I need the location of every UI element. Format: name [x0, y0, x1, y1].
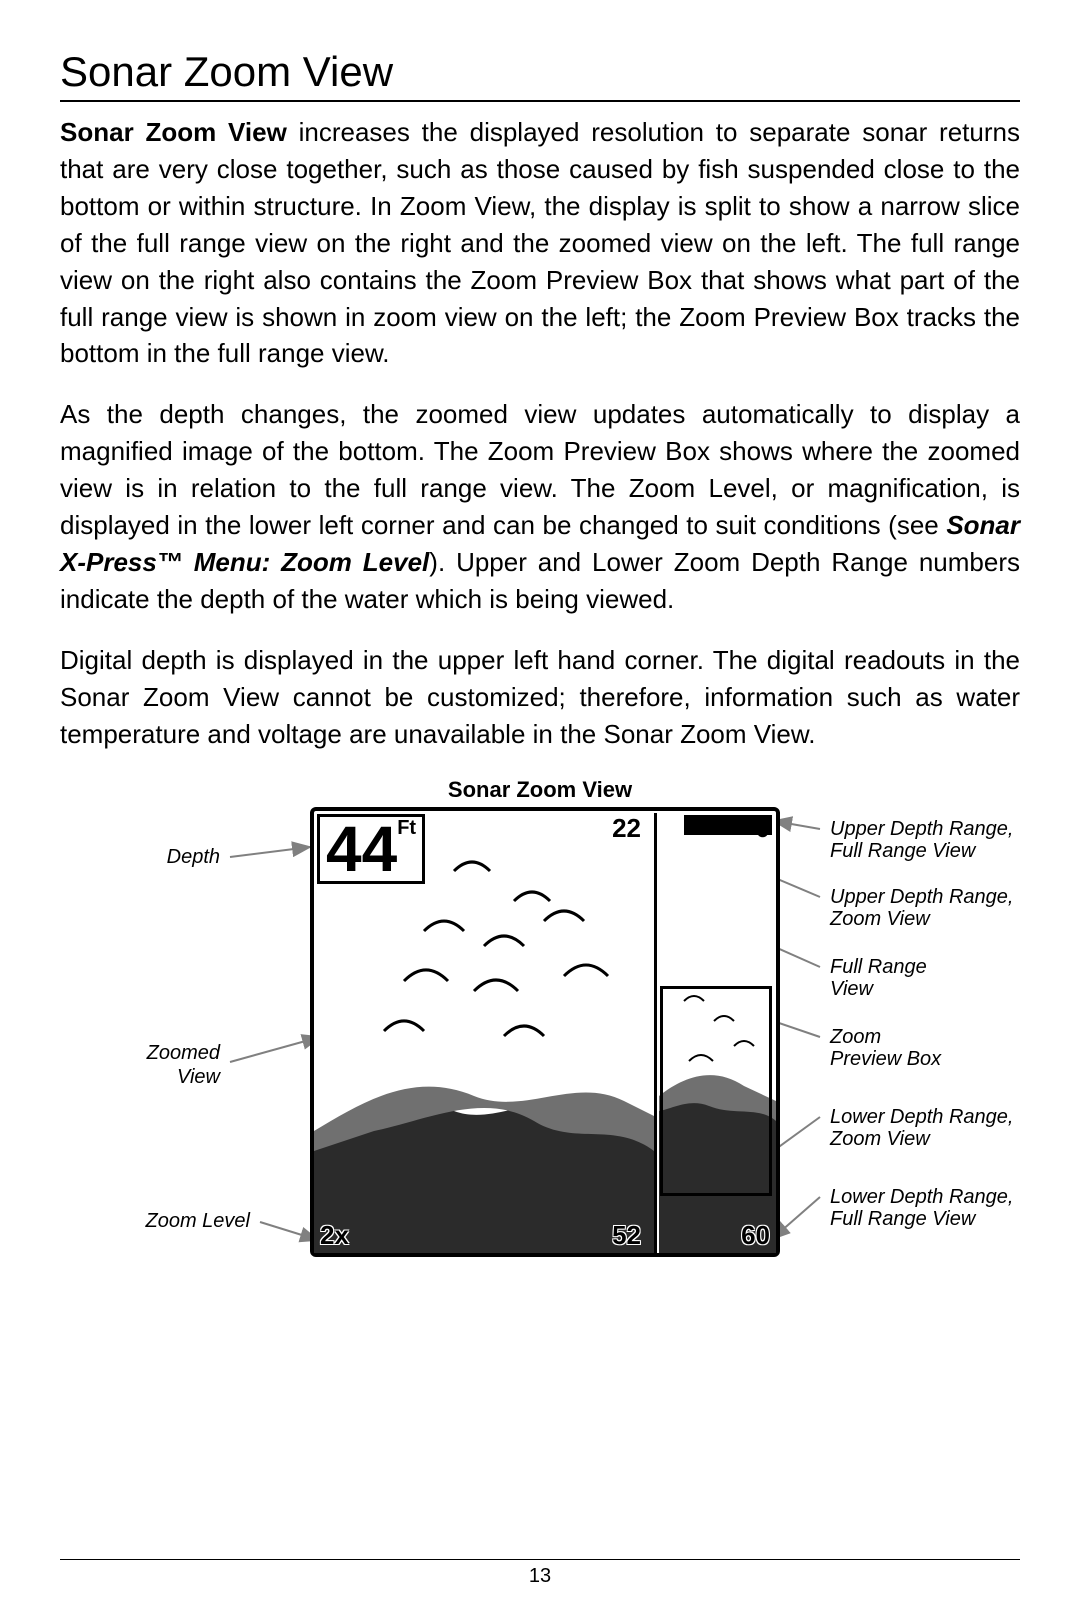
page-title: Sonar Zoom View	[60, 48, 1020, 102]
ann-zoom-level: Zoom Level	[100, 1209, 250, 1233]
paragraph-3: Digital depth is displayed in the upper …	[60, 642, 1020, 753]
ann-r4a: Zoom	[830, 1025, 881, 1049]
lower-full-range: 60	[741, 1220, 770, 1251]
upper-zoom-range: 22	[612, 813, 641, 844]
ann-r5b: Zoom View	[830, 1127, 930, 1151]
p1-body: increases the displayed resolution to se…	[60, 117, 1020, 368]
zoom-preview-box	[660, 986, 772, 1196]
ann-zoomed-2: View	[100, 1065, 220, 1089]
figure-caption: Sonar Zoom View	[60, 777, 1020, 803]
sonar-display: 44Ft 22 0 52 60 2x	[310, 807, 780, 1257]
ann-r2a: Upper Depth Range,	[830, 885, 1013, 909]
figure-container: Sonar Zoom View Depth Zoomed View Zoom L…	[60, 777, 1020, 1297]
p1-lead: Sonar Zoom View	[60, 117, 287, 147]
footer-rule	[60, 1559, 1020, 1560]
depth-readout: 44Ft	[317, 814, 425, 884]
lower-zoom-range: 52	[612, 1220, 641, 1251]
ann-r1b: Full Range View	[830, 839, 975, 863]
ann-depth: Depth	[100, 845, 220, 869]
p2-a: As the depth changes, the zoomed view up…	[60, 399, 1020, 540]
ann-r6a: Lower Depth Range,	[830, 1185, 1013, 1209]
paragraph-2: As the depth changes, the zoomed view up…	[60, 396, 1020, 617]
ann-zoomed-1: Zoomed	[100, 1041, 220, 1065]
depth-unit: Ft	[397, 817, 416, 839]
ann-r1a: Upper Depth Range,	[830, 817, 1013, 841]
depth-value: 44	[326, 813, 397, 885]
ann-r5a: Lower Depth Range,	[830, 1105, 1013, 1129]
ann-r2b: Zoom View	[830, 907, 930, 931]
page-number: 13	[0, 1565, 1080, 1588]
upper-full-range: 0	[756, 813, 770, 844]
ann-r6b: Full Range View	[830, 1207, 975, 1231]
paragraph-1: Sonar Zoom View increases the displayed …	[60, 114, 1020, 372]
zoom-level-value: 2x	[320, 1220, 349, 1251]
ann-r3a: Full Range	[830, 955, 927, 979]
ann-r4b: Preview Box	[830, 1047, 941, 1071]
ann-r3b: View	[830, 977, 873, 1001]
